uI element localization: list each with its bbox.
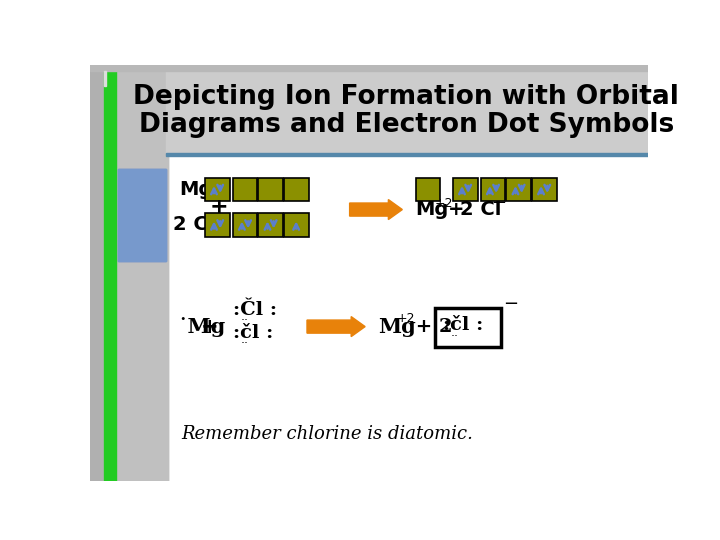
Text: ··: ·· <box>451 330 459 343</box>
Text: +: + <box>210 197 229 217</box>
Text: 2 Cl: 2 Cl <box>173 215 215 234</box>
Bar <box>506 178 531 201</box>
Bar <box>204 213 230 237</box>
Text: Mg: Mg <box>179 180 212 199</box>
Bar <box>284 178 309 201</box>
Text: :čl :: :čl : <box>233 324 274 342</box>
Text: ˙Mg: ˙Mg <box>177 316 225 336</box>
Bar <box>166 65 648 153</box>
Bar <box>104 65 117 481</box>
Text: Mg: Mg <box>415 200 449 219</box>
FancyArrow shape <box>350 200 402 220</box>
Bar <box>258 178 283 201</box>
Text: +2: +2 <box>435 197 454 210</box>
Bar <box>284 213 309 237</box>
Text: + 2: + 2 <box>409 318 453 335</box>
Bar <box>118 168 166 261</box>
Bar <box>532 178 557 201</box>
Bar <box>90 65 648 71</box>
Text: :čl :: :čl : <box>444 316 484 334</box>
Bar <box>453 178 477 201</box>
Bar <box>118 168 166 261</box>
Text: Remember chlorine is diatomic.: Remember chlorine is diatomic. <box>181 426 473 443</box>
Text: −: − <box>503 295 518 313</box>
Text: Depicting Ion Formation with Orbital: Depicting Ion Formation with Orbital <box>133 84 679 110</box>
Bar <box>204 178 230 201</box>
Text: 2 Cl: 2 Cl <box>459 200 501 219</box>
Text: +: + <box>448 200 464 219</box>
Bar <box>233 178 258 201</box>
Text: −: − <box>492 194 507 212</box>
Bar <box>104 71 106 86</box>
FancyArrow shape <box>307 316 365 336</box>
Bar <box>118 168 166 261</box>
Text: ··: ·· <box>240 337 248 350</box>
Bar <box>233 213 258 237</box>
Bar <box>258 213 283 237</box>
Text: +: + <box>201 316 218 336</box>
Text: Mg: Mg <box>378 316 416 336</box>
Text: +2: +2 <box>397 313 415 326</box>
Bar <box>481 178 505 201</box>
Bar <box>90 65 168 481</box>
Bar <box>415 178 441 201</box>
Bar <box>435 308 500 347</box>
Text: Diagrams and Electron Dot Symbols: Diagrams and Electron Dot Symbols <box>138 112 674 138</box>
Bar <box>104 65 168 481</box>
Text: ··: ·· <box>240 314 248 327</box>
Bar <box>166 153 648 156</box>
Text: :Čl :: :Čl : <box>233 301 277 319</box>
